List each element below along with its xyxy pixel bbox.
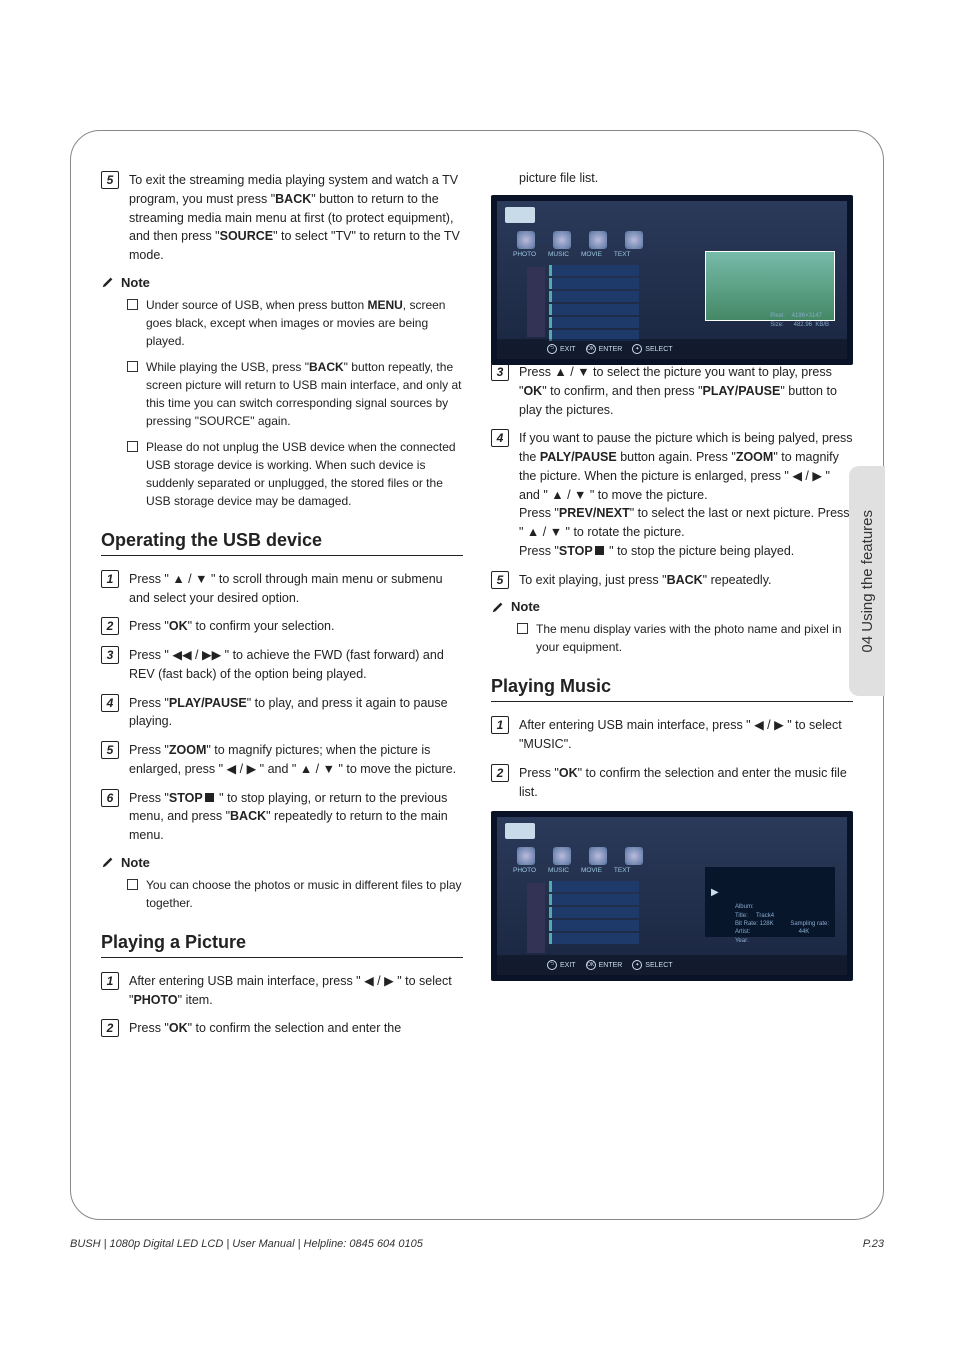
bullet-icon <box>127 441 138 452</box>
note-heading: Note <box>101 855 463 870</box>
section-heading-playing-music: Playing Music <box>491 676 853 702</box>
note-bullet: You can choose the photos or music in di… <box>127 876 463 912</box>
section-heading-operating-usb: Operating the USB device <box>101 530 463 556</box>
file-list <box>549 881 639 946</box>
continuation-text: picture file list. <box>519 171 853 185</box>
step-number-icon: 5 <box>491 571 509 589</box>
note-heading: Note <box>491 599 853 614</box>
bullet-icon <box>517 623 528 634</box>
bottom-hint-bar: ⮌EXIT OKENTER ✦SELECT <box>497 339 847 359</box>
chapter-side-tab: 04 Using the features <box>849 466 885 696</box>
photo-preview <box>705 251 835 321</box>
step-number-icon: 4 <box>101 694 119 712</box>
nav-hint-icon: ✦ <box>632 344 642 354</box>
step-number-icon: 2 <box>101 1019 119 1037</box>
left-column: 5 To exit the streaming media playing sy… <box>101 171 463 1048</box>
back-hint-icon: ⮌ <box>547 960 557 970</box>
step-5-exit-streaming: 5 To exit the streaming media playing sy… <box>101 171 463 265</box>
music-step-1: 1After entering USB main interface, pres… <box>491 716 853 754</box>
media-tab-labels: PHOTOMUSICMOVIETEXT <box>513 867 631 874</box>
pencil-icon <box>101 855 115 869</box>
pencil-icon <box>491 600 505 614</box>
page-footer: BUSH | 1080p Digital LED LCD | User Manu… <box>70 1238 884 1250</box>
step-number-icon: 3 <box>101 646 119 664</box>
step-number-icon: 1 <box>491 716 509 734</box>
op-step-2: 2Press "OK" to confirm your selection. <box>101 617 463 636</box>
media-tab-labels: PHOTOMUSICMOVIETEXT <box>513 251 631 258</box>
op-step-1: 1Press " ▲ / ▼ " to scroll through main … <box>101 570 463 608</box>
step-number-icon: 5 <box>101 171 119 189</box>
step-number-icon: 1 <box>101 972 119 990</box>
pic-step-4: 4If you want to pause the picture which … <box>491 429 853 560</box>
step-number-icon: 2 <box>491 764 509 782</box>
step-number-icon: 4 <box>491 429 509 447</box>
pic-step-5: 5To exit playing, just press "BACK" repe… <box>491 571 853 590</box>
back-hint-icon: ⮌ <box>547 344 557 354</box>
step-number-icon: 6 <box>101 789 119 807</box>
note-bullet: While playing the USB, press "BACK" butt… <box>127 358 463 430</box>
pic-step-1: 1After entering USB main interface, pres… <box>101 972 463 1010</box>
stop-icon <box>205 793 214 802</box>
op-step-6: 6Press "STOP " to stop playing, or retur… <box>101 789 463 845</box>
note-bullet: The menu display varies with the photo n… <box>517 620 853 656</box>
section-heading-playing-picture: Playing a Picture <box>101 932 463 958</box>
photo-meta: Pixel: 4196×3147 Size: 482.96 KB/B <box>770 312 829 329</box>
bullet-icon <box>127 361 138 372</box>
file-list <box>549 265 639 343</box>
pic-step-3: 3Press ▲ / ▼ to select the picture you w… <box>491 363 853 419</box>
step-number-icon: 5 <box>101 741 119 759</box>
ok-hint-icon: OK <box>586 344 596 354</box>
page-frame: 04 Using the features 5 To exit the stre… <box>70 130 884 1220</box>
footer-page-number: P.23 <box>863 1238 884 1250</box>
step-number-icon: 2 <box>101 617 119 635</box>
usb-label-icon <box>505 207 535 223</box>
op-step-4: 4Press "PLAY/PAUSE" to play, and press i… <box>101 694 463 732</box>
footer-left: BUSH | 1080p Digital LED LCD | User Manu… <box>70 1238 423 1250</box>
step-number-icon: 1 <box>101 570 119 588</box>
stop-icon <box>595 546 604 555</box>
note-bullet: Under source of USB, when press button M… <box>127 296 463 350</box>
usb-label-icon <box>505 823 535 839</box>
note-heading: Note <box>101 275 463 290</box>
chapter-side-label: 04 Using the features <box>859 510 876 653</box>
music-browser-screenshot: PHOTOMUSICMOVIETEXT Album: Title: Track4… <box>491 811 853 981</box>
pencil-icon <box>101 275 115 289</box>
nav-hint-icon: ✦ <box>632 960 642 970</box>
note-bullet: Please do not unplug the USB device when… <box>127 438 463 510</box>
op-step-5: 5Press "ZOOM" to magnify pictures; when … <box>101 741 463 779</box>
bottom-hint-bar: ⮌EXIT OKENTER ✦SELECT <box>497 955 847 975</box>
bullet-icon <box>127 299 138 310</box>
music-meta: Album: Title: Track4 Bit Rate: 128K Samp… <box>735 903 829 945</box>
photo-browser-screenshot: PHOTOMUSICMOVIETEXT Pixel: 4196×3147 Siz… <box>491 195 853 365</box>
music-step-2: 2Press "OK" to confirm the selection and… <box>491 764 853 802</box>
op-step-3: 3Press " ◀◀ / ▶▶ " to achieve the FWD (f… <box>101 646 463 684</box>
media-tabs <box>517 231 643 249</box>
step-number-icon: 3 <box>491 363 509 381</box>
drive-sidebar <box>527 267 545 337</box>
media-tabs <box>517 847 643 865</box>
drive-sidebar <box>527 883 545 953</box>
pic-step-2: 2Press "OK" to confirm the selection and… <box>101 1019 463 1038</box>
content-columns: 5 To exit the streaming media playing sy… <box>101 171 853 1048</box>
bullet-icon <box>127 879 138 890</box>
right-column: picture file list. PHOTOMUSICMOVIETEXT P… <box>491 171 853 1048</box>
step-text: To exit the streaming media playing syst… <box>129 171 463 265</box>
ok-hint-icon: OK <box>586 960 596 970</box>
